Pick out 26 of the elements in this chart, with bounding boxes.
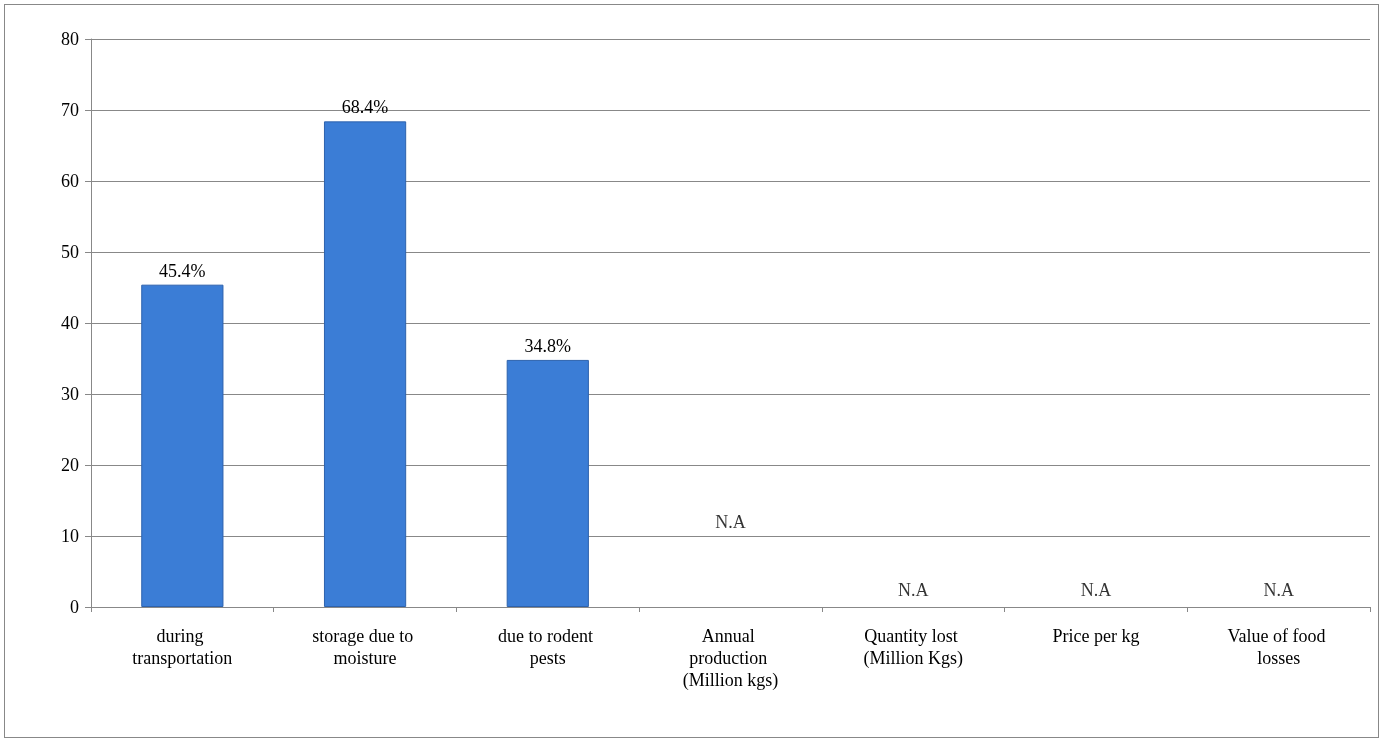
x-tick-label: storage due to moisture <box>312 626 418 668</box>
data-label: 68.4% <box>341 97 389 118</box>
y-tick-label: 60 <box>61 171 79 191</box>
bar <box>506 359 589 607</box>
y-tick-label: 40 <box>61 313 79 333</box>
x-tick-label: Value of food losses <box>1227 626 1330 668</box>
y-tick-label: 80 <box>61 29 79 49</box>
annotation: N.A <box>715 511 746 532</box>
y-tick-label: 0 <box>70 597 79 617</box>
y-tick-label: 20 <box>61 455 79 475</box>
y-tick-label: 50 <box>61 242 79 262</box>
x-tick-label: during transportation <box>132 626 233 668</box>
data-label: 34.8% <box>524 335 572 356</box>
annotation: N.A <box>1263 579 1294 600</box>
y-tick-label: 10 <box>61 526 79 546</box>
x-tick-label: Annual production (Million kgs) <box>682 626 779 691</box>
bar <box>141 284 224 607</box>
annotation: N.A <box>897 579 929 600</box>
y-tick-label: 70 <box>61 100 79 120</box>
data-label: 45.4% <box>159 260 206 281</box>
x-tick-label: due to rodent pests <box>498 626 598 668</box>
x-tick-label: Price per kg <box>1052 626 1140 646</box>
annotation: N.A <box>1080 579 1112 600</box>
y-tick-label: 30 <box>61 384 79 404</box>
x-tick-label: Quantity lost (Million Kgs) <box>863 626 963 669</box>
bar <box>323 121 407 607</box>
